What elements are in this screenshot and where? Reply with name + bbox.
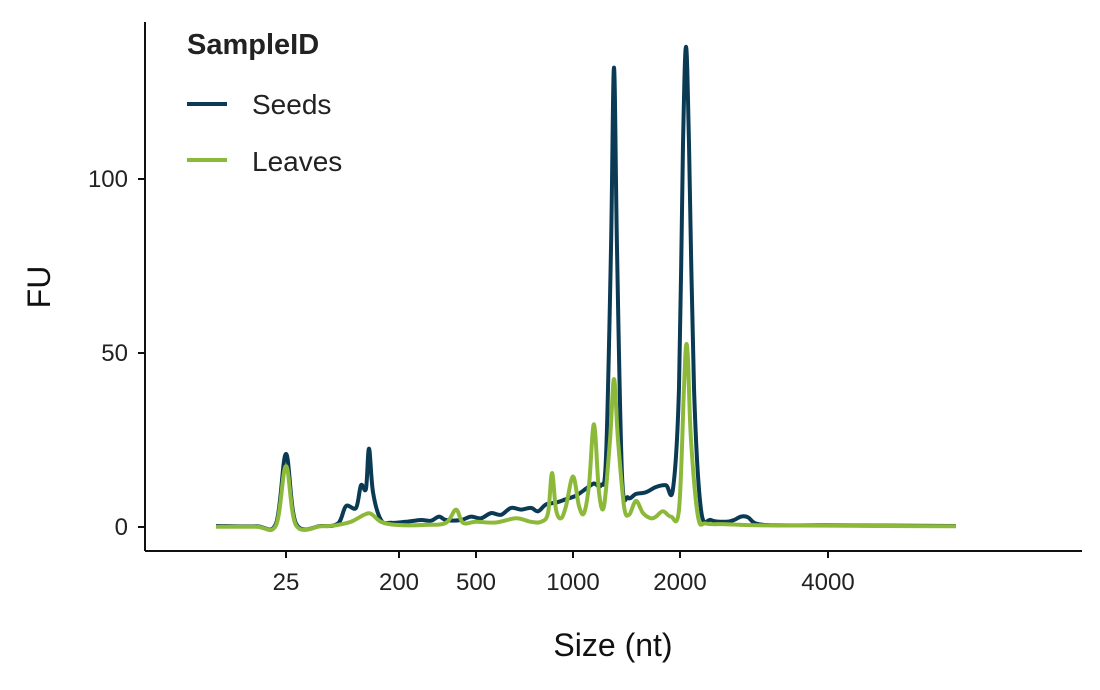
x-tick-label: 1000 xyxy=(546,569,599,596)
y-axis-title: FU xyxy=(21,266,57,309)
x-tick-label: 4000 xyxy=(801,569,854,596)
ticks-layer: 25 200 500 1000 2000 4000 0 50 100 xyxy=(88,166,855,596)
x-axis-title: Size (nt) xyxy=(553,627,672,663)
series-layer xyxy=(215,44,957,533)
legend-title: SampleID xyxy=(187,29,319,61)
series-line-leaves xyxy=(215,342,957,533)
x-tick-label: 500 xyxy=(456,569,496,596)
x-tick-label: 25 xyxy=(273,569,300,596)
y-tick-label: 100 xyxy=(88,166,128,193)
y-tick-label: 50 xyxy=(101,340,128,367)
legend-label-leaves: Leaves xyxy=(252,146,342,177)
y-tick-label: 0 xyxy=(115,514,128,541)
x-tick-label: 2000 xyxy=(653,569,706,596)
legend: SampleID Seeds Leaves xyxy=(187,29,342,177)
series-line-seeds xyxy=(215,44,957,532)
legend-label-seeds: Seeds xyxy=(252,89,331,120)
x-tick-label: 200 xyxy=(379,569,419,596)
